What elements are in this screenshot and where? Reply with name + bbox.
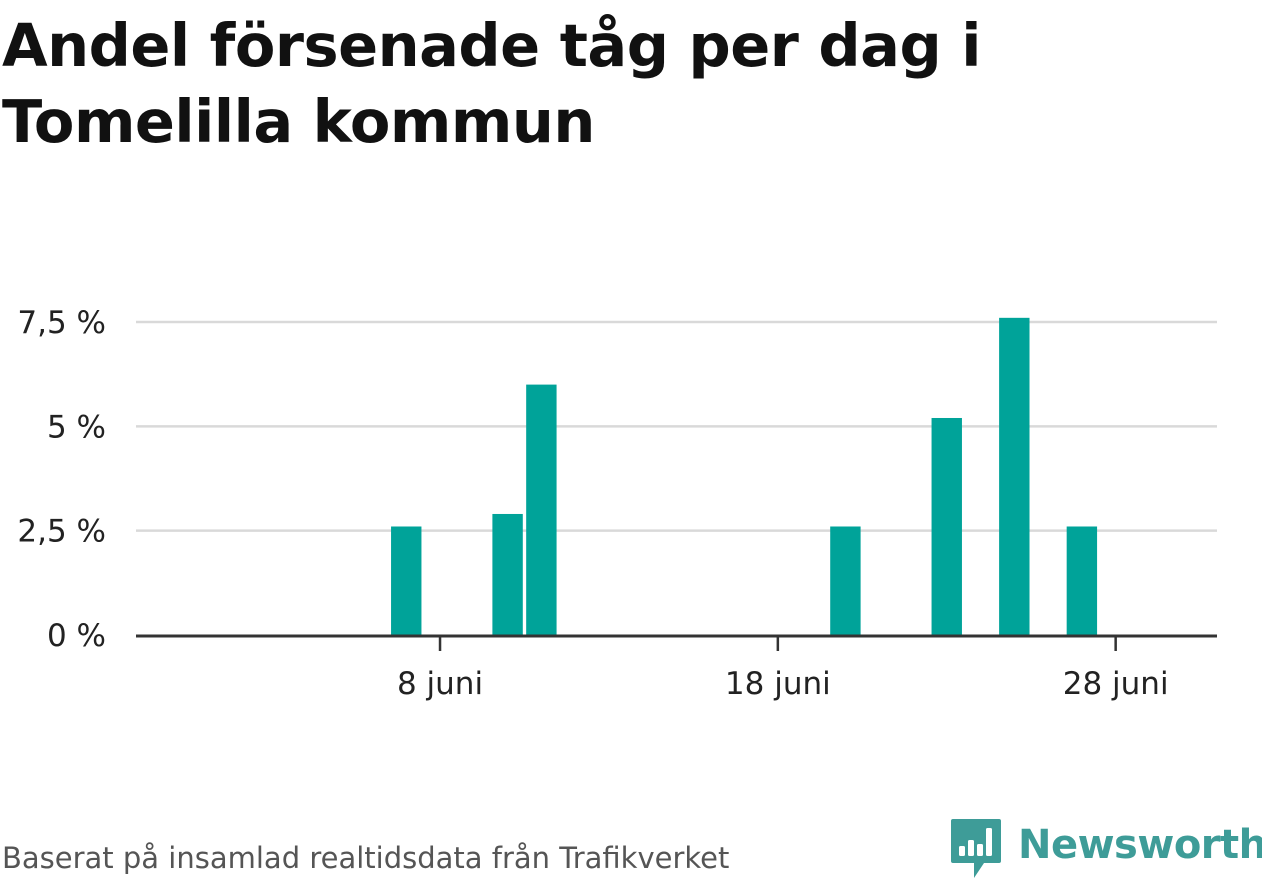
y-tick-label: 7,5 % bbox=[17, 305, 106, 341]
axes: 0 % 2,5 % 5 % 7,5 % 8 juni 18 juni 28 juni bbox=[17, 305, 1217, 702]
grid-lines bbox=[136, 320, 1217, 532]
newsworthy-logo-icon bbox=[951, 819, 1001, 878]
bar bbox=[526, 384, 557, 635]
bar-chart: 0 % 2,5 % 5 % 7,5 % 8 juni 18 juni 28 juni bbox=[17, 305, 1217, 702]
y-tick-label: 2,5 % bbox=[17, 514, 106, 550]
bar bbox=[492, 513, 523, 635]
bar bbox=[391, 526, 422, 635]
bar bbox=[830, 526, 861, 635]
y-tick-label: 0 % bbox=[47, 618, 106, 654]
x-tick-label: 28 juni bbox=[1063, 666, 1169, 702]
x-tick-label: 18 juni bbox=[725, 666, 831, 702]
brand-logo: Newsworthy bbox=[950, 818, 1262, 880]
y-tick-label: 5 % bbox=[47, 409, 106, 445]
source-note: Baserat på insamlad realtidsdata från Tr… bbox=[2, 841, 730, 875]
x-tick-label: 8 juni bbox=[397, 666, 483, 702]
bar-series bbox=[391, 317, 1098, 635]
bar bbox=[999, 317, 1030, 635]
bar bbox=[931, 417, 962, 635]
brand-name: Newsworthy bbox=[1018, 822, 1262, 868]
bar bbox=[1066, 526, 1098, 635]
chart-title: Andel försenade tåg per dag i Tomelilla … bbox=[2, 11, 981, 156]
